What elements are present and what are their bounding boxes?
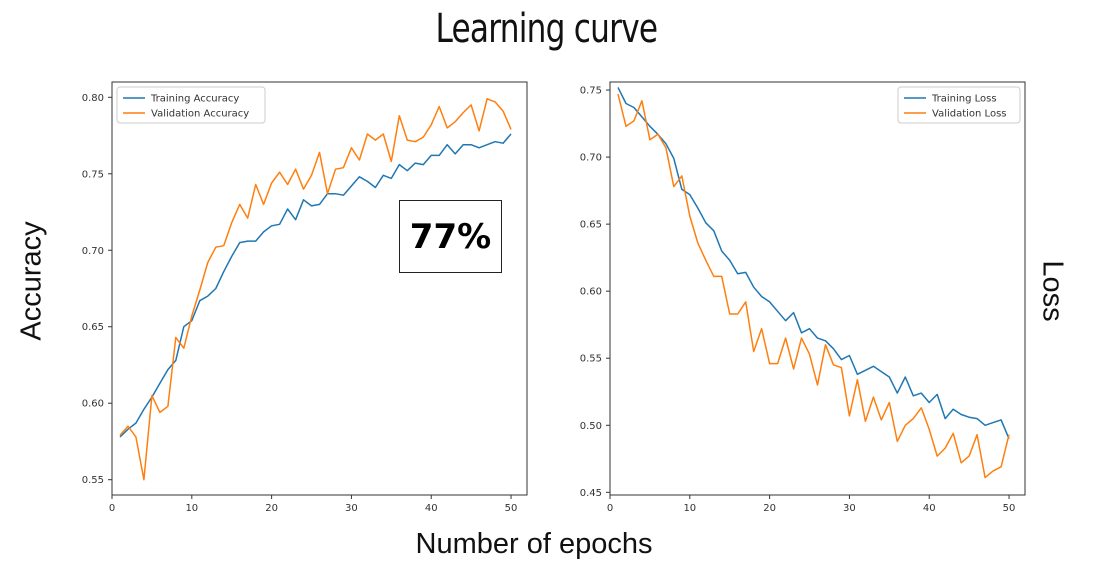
accuracy-chart: 0 10 20 30 40 50 0.55 0.60 0.65 0.70 0.75 0.80 Train… — [82, 81, 528, 514]
loss-x-tick-label: 30 — [843, 503, 856, 514]
loss-chart: 0 10 20 30 40 50 0.45 0.50 0.55 0.60 0.65 0.70 0.75 T… — [580, 81, 1026, 514]
accuracy-series-validation-line — [119, 98, 512, 481]
accuracy-legend-box — [116, 86, 266, 124]
accuracy-y-tick-label: 0.75 — [82, 169, 104, 180]
accuracy-x-tick-label: 20 — [265, 503, 278, 514]
loss-y-tick-label: 0.60 — [580, 287, 602, 298]
accuracy-x-tick-label: 50 — [505, 503, 518, 514]
accuracy-x-tick-label: 30 — [345, 503, 358, 514]
loss-legend-label-validation: Validation Loss — [932, 109, 1007, 120]
accuracy-y-tick-label: 0.55 — [82, 475, 104, 486]
loss-plot-frame — [609, 81, 1026, 496]
loss-x-tick-label: 50 — [1003, 503, 1016, 514]
accuracy-y-tick-label: 0.80 — [82, 93, 104, 104]
loss-legend-label-training: Training Loss — [931, 94, 997, 105]
loss-x-tick-label: 10 — [683, 503, 696, 514]
loss-legend-box — [897, 86, 1021, 124]
loss-series-validation-line — [617, 93, 1010, 479]
loss-y-tick-label: 0.75 — [580, 86, 602, 97]
accuracy-y-tick-label: 0.60 — [82, 399, 104, 410]
accuracy-x-tick-label: 40 — [425, 503, 438, 514]
loss-y-tick-label: 0.45 — [580, 488, 602, 499]
page-title: Learning curve — [435, 6, 658, 52]
accuracy-legend-label-validation: Validation Accuracy — [151, 109, 249, 120]
loss-y-tick-label: 0.50 — [580, 421, 602, 432]
accuracy-y-tick-label: 0.65 — [82, 322, 104, 333]
accuracy-y-tick-label: 0.70 — [82, 246, 104, 257]
loss-series-training-line — [617, 87, 1010, 439]
loss-x-tick-label: 40 — [923, 503, 936, 514]
x-axis-label: Number of epochs — [415, 528, 653, 560]
loss-y-tick-label: 0.55 — [580, 354, 602, 365]
loss-y-tick-label: 0.70 — [580, 153, 602, 164]
loss-y-tick-label: 0.65 — [580, 220, 602, 231]
accuracy-annotation-box: 77% — [399, 200, 502, 273]
accuracy-series-training-line — [119, 133, 512, 438]
accuracy-x-tick-label: 10 — [185, 503, 198, 514]
loss-x-tick-label: 0 — [607, 503, 613, 514]
accuracy-x-tick-label: 0 — [109, 503, 115, 514]
accuracy-legend-label-training: Training Accuracy — [150, 94, 239, 105]
loss-x-tick-label: 20 — [763, 503, 776, 514]
accuracy-plot-frame — [111, 81, 528, 496]
